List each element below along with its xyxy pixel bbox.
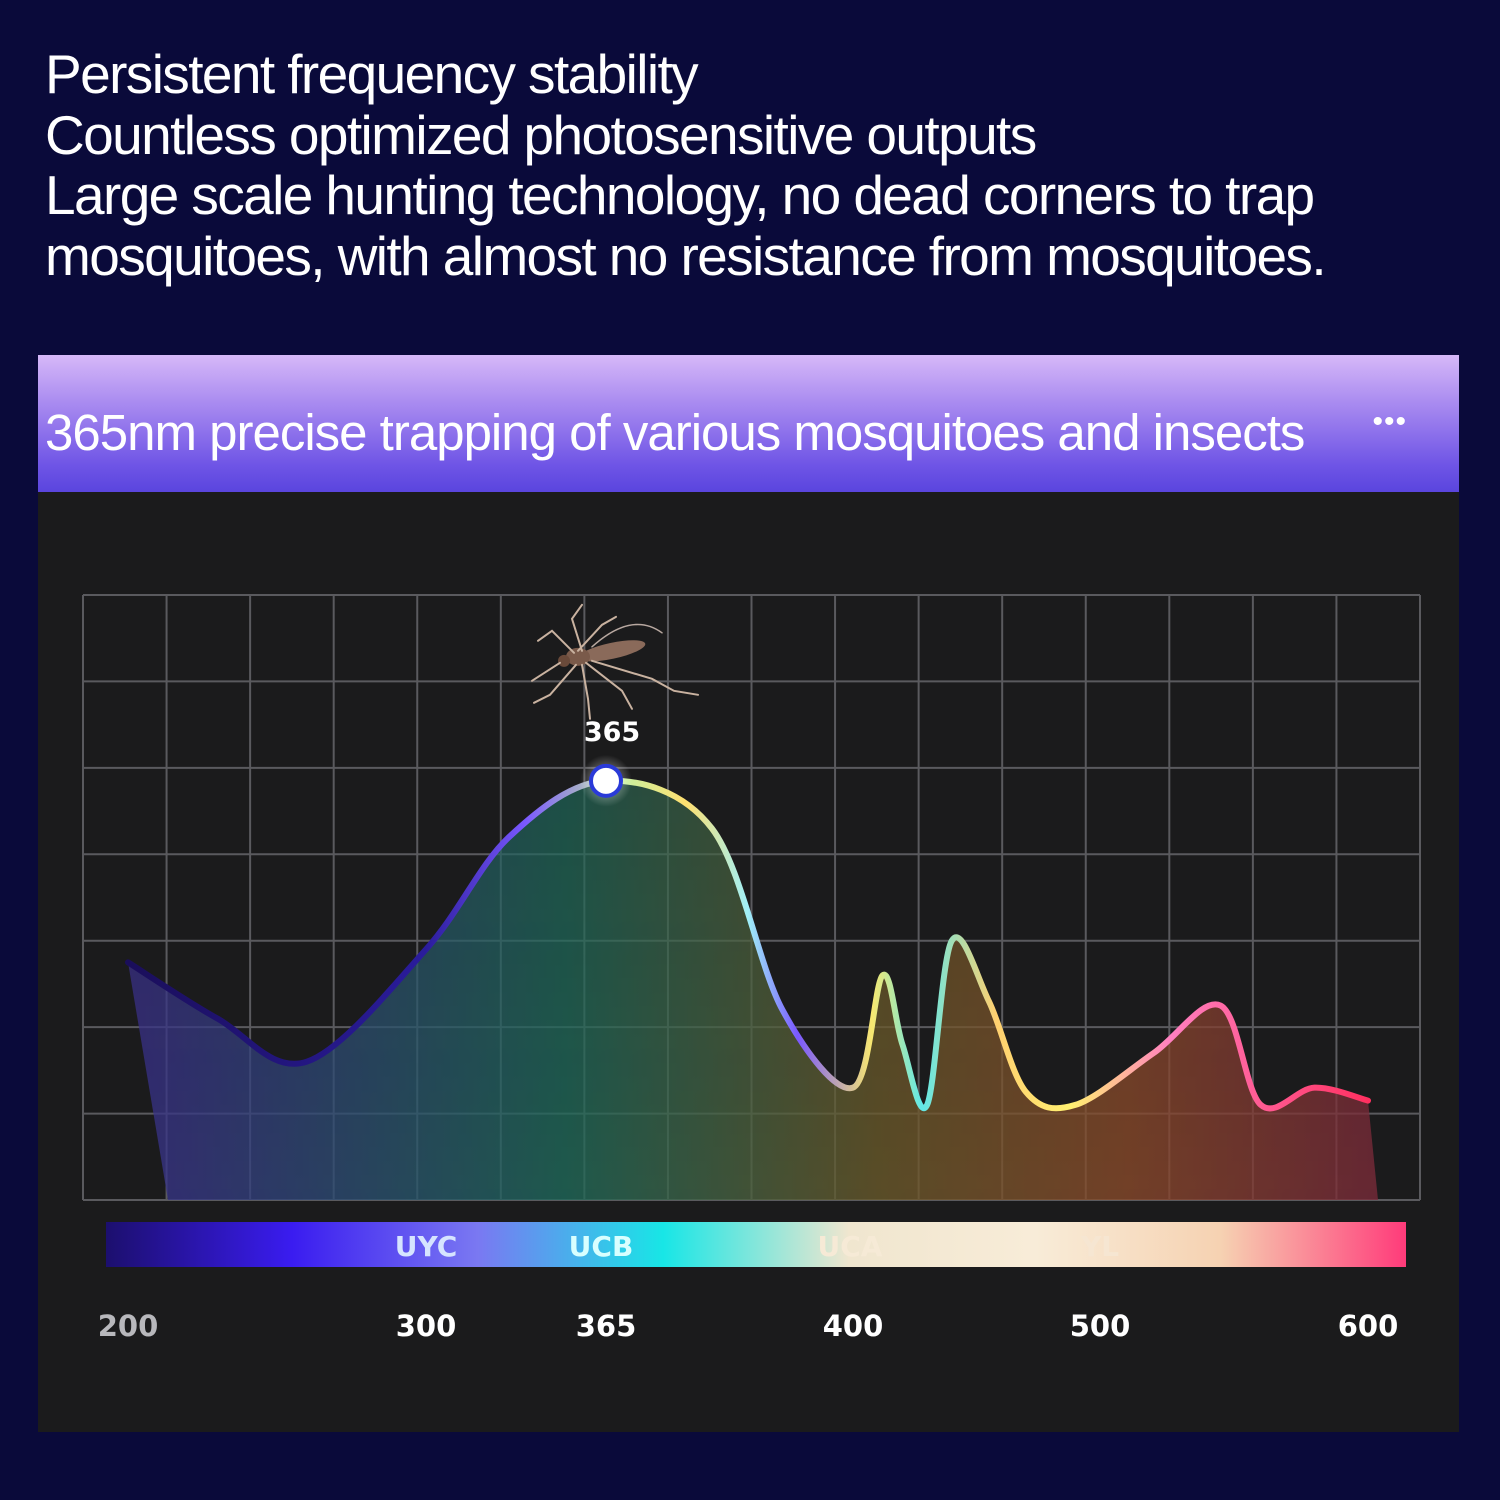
more-dots-icon: ••• [1372,405,1407,438]
band-label: UCB [569,1230,634,1263]
band-label: UCA [818,1230,883,1263]
band-label: YL [1080,1230,1119,1263]
headline-line-3: Large scale hunting technology, no dead … [45,164,1315,226]
spectrum-line [125,777,1371,1112]
x-tick-label: 365 [576,1309,637,1343]
x-tick-label: 600 [1338,1309,1399,1343]
headline-line-2: Countless optimized photosensitive outpu… [45,103,1037,166]
x-tick-label: 300 [396,1309,457,1343]
spectrum-area [128,780,1378,1200]
peak-label: 365 [584,717,640,748]
peak-marker [589,763,623,798]
mosquito-icon [531,603,699,720]
headline-line-1: Persistent frequency stability [45,43,699,105]
headline: Persistent frequency stability Countless… [45,44,1465,286]
band-labels: UYC UCB UCA YL [395,1230,1119,1263]
x-axis-ticks: 200 300 365 400 500 600 [98,1309,1399,1343]
chart-banner: 365nm precise trapping of various mosqui… [38,355,1459,492]
x-tick-label: 200 [98,1309,159,1343]
wavelength-band [106,1222,1406,1267]
band-label: UYC [395,1230,458,1263]
headline-line-4: mosquitoes, with almost no resistance fr… [45,224,1327,287]
spectrum-chart: 365 UYC UCB UCA YL 200 300 365 400 500 600 [82,594,1421,1343]
x-tick-label: 500 [1070,1309,1131,1343]
chart-title: 365nm precise trapping of various mosqui… [45,404,1305,461]
x-tick-label: 400 [823,1309,884,1343]
chart-panel: 365nm precise trapping of various mosqui… [38,355,1459,1432]
